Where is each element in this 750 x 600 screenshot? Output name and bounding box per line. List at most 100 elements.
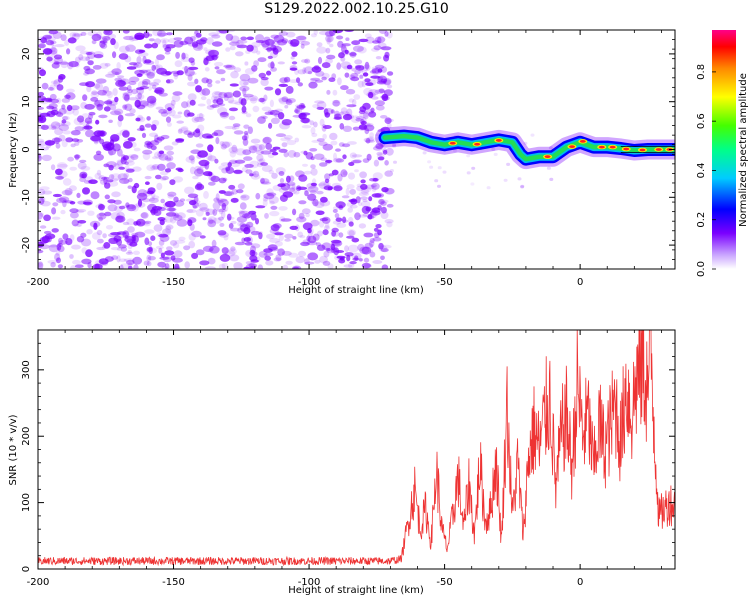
noise-point	[293, 151, 301, 158]
noise-point	[279, 77, 288, 84]
noise-point	[250, 45, 259, 54]
noise-point	[52, 31, 62, 39]
noise-point	[262, 199, 268, 207]
noise-point	[530, 133, 535, 137]
noise-point	[350, 160, 362, 164]
noise-point	[213, 61, 224, 67]
noise-point	[149, 98, 156, 105]
noise-point	[318, 220, 325, 228]
noise-point	[284, 233, 294, 239]
noise-point	[214, 158, 219, 164]
noise-point	[284, 238, 291, 242]
noise-point	[336, 35, 344, 40]
noise-point	[192, 129, 201, 138]
noise-point	[125, 251, 134, 255]
noise-point	[252, 105, 260, 113]
noise-point	[218, 263, 226, 269]
noise-point	[215, 137, 220, 145]
noise-point	[284, 135, 293, 140]
noise-point	[204, 67, 210, 72]
noise-point	[214, 91, 223, 96]
noise-point	[57, 163, 69, 168]
noise-point	[110, 232, 121, 236]
noise-point	[96, 212, 107, 220]
noise-point	[267, 55, 273, 60]
noise-point	[124, 165, 130, 170]
noise-point	[274, 240, 283, 247]
noise-point	[81, 247, 88, 254]
noise-point	[38, 154, 43, 162]
colorbar-tick-label: 0.0	[696, 261, 707, 277]
noise-point	[302, 222, 313, 231]
noise-point	[230, 227, 240, 232]
noise-point	[237, 227, 244, 233]
noise-point	[296, 105, 306, 109]
noise-point	[191, 116, 200, 123]
noise-point	[349, 75, 356, 80]
noise-point	[319, 162, 328, 167]
noise-point	[191, 230, 202, 238]
noise-point	[76, 192, 81, 198]
noise-point	[171, 94, 181, 103]
noise-point	[44, 233, 56, 240]
noise-point	[79, 171, 88, 178]
x-tick-label: -150	[162, 577, 185, 588]
noise-point	[300, 241, 310, 247]
noise-point	[69, 32, 77, 38]
noise-point	[142, 149, 153, 155]
noise-point	[258, 72, 266, 78]
noise-point	[199, 207, 210, 212]
noise-point	[156, 54, 165, 61]
noise-point	[73, 154, 81, 159]
noise-point	[322, 133, 327, 140]
noise-point	[135, 117, 141, 122]
noise-point	[148, 246, 153, 254]
noise-point	[127, 88, 133, 94]
noise-point	[244, 242, 253, 246]
noise-point	[260, 78, 269, 87]
noise-point	[231, 144, 238, 153]
noise-point	[123, 179, 130, 184]
noise-point	[338, 232, 344, 238]
noise-point	[387, 84, 393, 89]
noise-point	[313, 65, 320, 70]
noise-point	[271, 151, 279, 156]
noise-point	[333, 116, 343, 120]
noise-point	[100, 43, 108, 49]
noise-point	[122, 155, 129, 161]
noise-point	[321, 216, 329, 222]
noise-point	[286, 181, 296, 186]
noise-point	[257, 97, 266, 103]
noise-point	[381, 244, 392, 249]
noise-point	[224, 141, 232, 147]
noise-point	[122, 231, 131, 239]
noise-point	[371, 47, 380, 52]
noise-point	[108, 237, 119, 244]
noise-point	[346, 104, 357, 108]
noise-point	[73, 117, 84, 126]
noise-point	[62, 233, 69, 240]
noise-point	[110, 110, 121, 116]
noise-point	[208, 218, 214, 225]
noise-point	[233, 169, 243, 174]
noise-point	[310, 219, 320, 227]
noise-point	[232, 90, 241, 98]
noise-point	[95, 150, 102, 155]
noise-point	[422, 151, 427, 155]
noise-point	[358, 258, 363, 262]
noise-point	[184, 68, 195, 77]
noise-point	[325, 222, 330, 229]
noise-point	[58, 237, 63, 244]
noise-point	[166, 157, 172, 161]
noise-point	[263, 94, 268, 102]
noise-point	[157, 163, 166, 171]
noise-point	[302, 67, 307, 75]
noise-point	[177, 168, 184, 173]
noise-point	[60, 209, 66, 215]
noise-point	[332, 209, 338, 213]
noise-point	[38, 67, 44, 72]
noise-point	[335, 148, 341, 152]
noise-point	[217, 230, 227, 236]
noise-point	[173, 196, 179, 203]
noise-point	[98, 212, 106, 217]
